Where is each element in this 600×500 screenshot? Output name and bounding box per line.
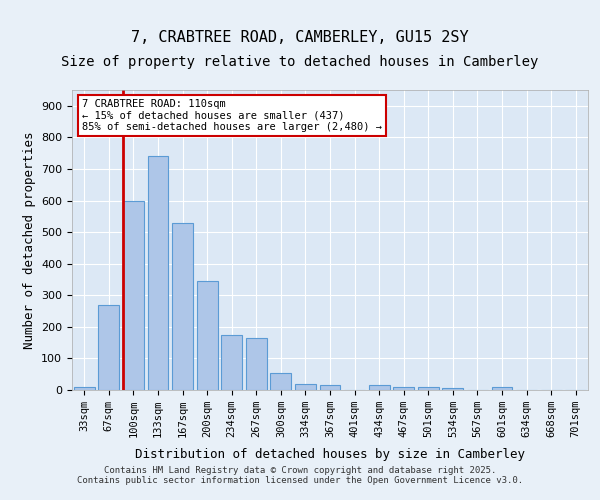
- Bar: [148, 156, 169, 390]
- Bar: [246, 338, 267, 390]
- Text: Size of property relative to detached houses in Camberley: Size of property relative to detached ho…: [61, 55, 539, 69]
- Bar: [123, 200, 144, 390]
- Text: 7, CRABTREE ROAD, CAMBERLEY, GU15 2SY: 7, CRABTREE ROAD, CAMBERLEY, GU15 2SY: [131, 30, 469, 45]
- Bar: [368, 386, 389, 390]
- Bar: [197, 281, 218, 390]
- Bar: [491, 387, 512, 390]
- Bar: [271, 372, 292, 390]
- Bar: [295, 384, 316, 390]
- Bar: [418, 388, 439, 390]
- Bar: [172, 222, 193, 390]
- X-axis label: Distribution of detached houses by size in Camberley: Distribution of detached houses by size …: [135, 448, 525, 462]
- Bar: [442, 388, 463, 390]
- Text: Contains HM Land Registry data © Crown copyright and database right 2025.
Contai: Contains HM Land Registry data © Crown c…: [77, 466, 523, 485]
- Bar: [393, 387, 414, 390]
- Bar: [320, 386, 340, 390]
- Bar: [74, 387, 95, 390]
- Text: 7 CRABTREE ROAD: 110sqm
← 15% of detached houses are smaller (437)
85% of semi-d: 7 CRABTREE ROAD: 110sqm ← 15% of detache…: [82, 99, 382, 132]
- Y-axis label: Number of detached properties: Number of detached properties: [23, 131, 35, 349]
- Bar: [98, 304, 119, 390]
- Bar: [221, 334, 242, 390]
